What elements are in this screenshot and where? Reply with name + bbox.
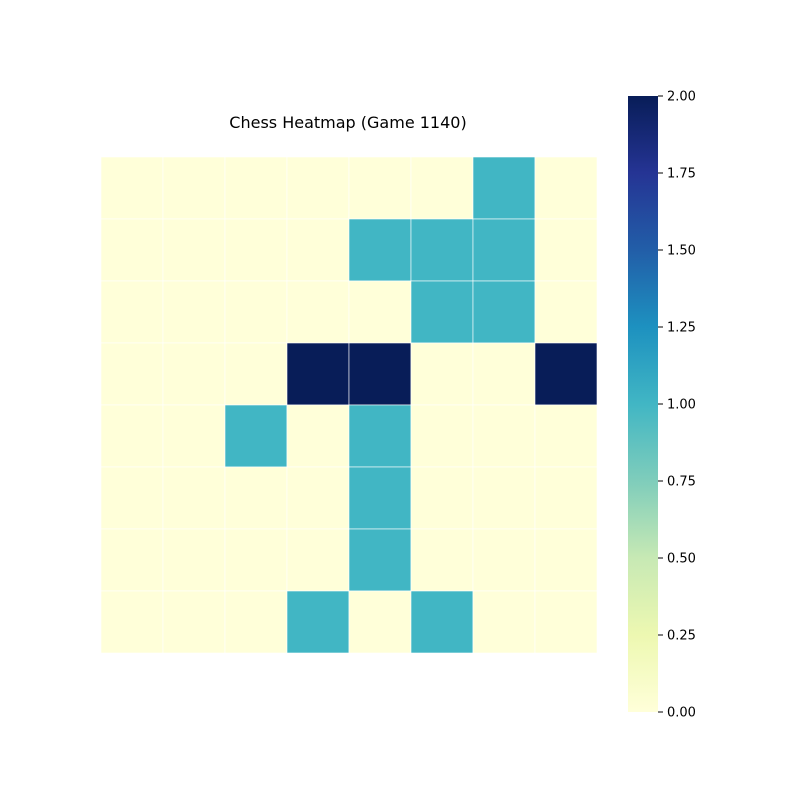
heatmap-cell-r5-c6: [472, 466, 536, 530]
colorbar-ticks: 0.00 0.25 0.50 0.75 1.00 1.25 1.50 1.75 2.00: [658, 90, 696, 721]
heatmap-cell-r5-c1: [162, 466, 226, 530]
colorbar-tick-label: 1.00: [667, 398, 696, 413]
colorbar-tick-label: 0.75: [667, 475, 696, 490]
heatmap-cell-r0-c2: [224, 156, 288, 220]
heatmap-cell-r4-c2: [224, 404, 288, 468]
colorbar-tick-label: 2.00: [667, 90, 696, 105]
colorbar-tick-label: 1.75: [667, 167, 696, 182]
colorbar-tick-label: 0.25: [667, 629, 696, 644]
heatmap-cell-r3-c6: [472, 342, 536, 406]
heatmap-cell-r5-c4: [348, 466, 412, 530]
heatmap-cell-r3-c0: [100, 342, 164, 406]
colorbar: 0.00 0.25 0.50 0.75 1.00 1.25 1.50 1.75 2.00: [628, 90, 696, 721]
heatmap-cell-r1-c0: [100, 218, 164, 282]
heatmap-cell-r4-c7: [534, 404, 598, 468]
heatmap-cell-r1-c1: [162, 218, 226, 282]
heatmap-cell-r6-c7: [534, 528, 598, 592]
heatmap-cell-r4-c3: [286, 404, 350, 468]
colorbar-tick-label: 1.25: [667, 321, 696, 336]
heatmap-cell-r2-c5: [410, 280, 474, 344]
heatmap-cell-r0-c3: [286, 156, 350, 220]
heatmap-cell-r3-c2: [224, 342, 288, 406]
chart-title: Chess Heatmap (Game 1140): [229, 113, 466, 132]
heatmap-cell-r0-c0: [100, 156, 164, 220]
heatmap-cell-r6-c2: [224, 528, 288, 592]
heatmap-cell-r6-c5: [410, 528, 474, 592]
heatmap-cell-r1-c7: [534, 218, 598, 282]
heatmap-cell-r3-c7: [534, 342, 598, 406]
heatmap-cell-r6-c0: [100, 528, 164, 592]
heatmap-cell-r6-c4: [348, 528, 412, 592]
heatmap-cell-r5-c3: [286, 466, 350, 530]
colorbar-tick-label: 0.00: [667, 706, 696, 721]
heatmap-cell-r3-c3: [286, 342, 350, 406]
heatmap-cell-r0-c7: [534, 156, 598, 220]
heatmap-cell-r7-c3: [286, 590, 350, 654]
heatmap-cell-r1-c6: [472, 218, 536, 282]
heatmap-cell-r2-c7: [534, 280, 598, 344]
heatmap-cell-r1-c4: [348, 218, 412, 282]
heatmap-cell-r5-c0: [100, 466, 164, 530]
heatmap-cell-r2-c1: [162, 280, 226, 344]
heatmap-cell-r5-c5: [410, 466, 474, 530]
heatmap-cell-r1-c5: [410, 218, 474, 282]
heatmap-cell-r3-c1: [162, 342, 226, 406]
heatmap-cell-r7-c2: [224, 590, 288, 654]
heatmap-cell-r4-c6: [472, 404, 536, 468]
heatmap-cell-r2-c6: [472, 280, 536, 344]
heatmap-cell-r2-c2: [224, 280, 288, 344]
heatmap-cell-r0-c5: [410, 156, 474, 220]
heatmap-cell-r7-c4: [348, 590, 412, 654]
heatmap-cell-r5-c2: [224, 466, 288, 530]
heatmap-grid: [100, 156, 598, 654]
heatmap-cell-r3-c4: [348, 342, 412, 406]
heatmap-cell-r0-c1: [162, 156, 226, 220]
heatmap-cell-r7-c0: [100, 590, 164, 654]
colorbar-tick-label: 1.50: [667, 244, 696, 259]
heatmap-cell-r3-c5: [410, 342, 474, 406]
heatmap-cell-r7-c5: [410, 590, 474, 654]
heatmap-cell-r6-c6: [472, 528, 536, 592]
heatmap-cell-r1-c3: [286, 218, 350, 282]
heatmap-cell-r2-c0: [100, 280, 164, 344]
heatmap-cell-r4-c1: [162, 404, 226, 468]
heatmap-cell-r7-c7: [534, 590, 598, 654]
heatmap-cell-r2-c3: [286, 280, 350, 344]
heatmap-cell-r2-c4: [348, 280, 412, 344]
heatmap-cell-r4-c5: [410, 404, 474, 468]
heatmap-cell-r6-c1: [162, 528, 226, 592]
colorbar-gradient-bar: [628, 96, 658, 712]
heatmap-cell-r0-c4: [348, 156, 412, 220]
heatmap-cell-r4-c0: [100, 404, 164, 468]
heatmap-cell-r0-c6: [472, 156, 536, 220]
colorbar-tick-label: 0.50: [667, 552, 696, 567]
heatmap-cell-r7-c1: [162, 590, 226, 654]
heatmap-cell-r4-c4: [348, 404, 412, 468]
heatmap-cell-r1-c2: [224, 218, 288, 282]
heatmap-cell-r6-c3: [286, 528, 350, 592]
heatmap-cell-r5-c7: [534, 466, 598, 530]
heatmap-cell-r7-c6: [472, 590, 536, 654]
